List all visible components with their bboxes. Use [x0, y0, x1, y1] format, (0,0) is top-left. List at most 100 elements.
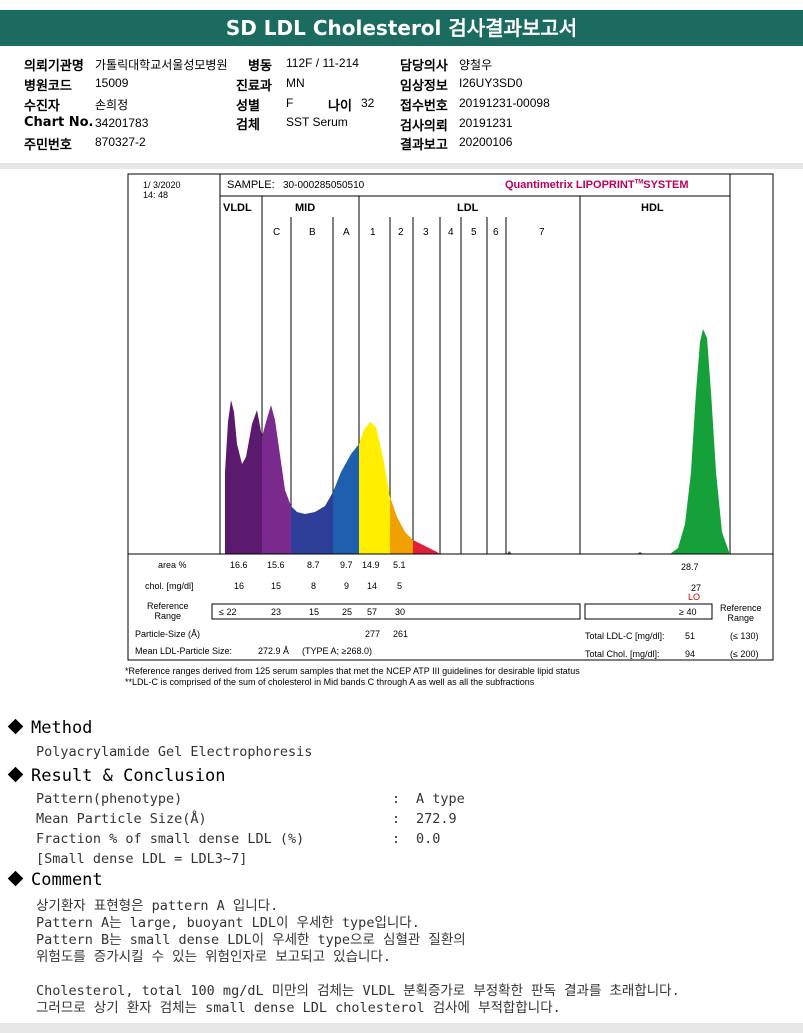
band-ldl: LDL: [457, 202, 479, 214]
peak-hdl: [670, 329, 729, 554]
result-row-value: 0.0: [416, 831, 441, 847]
particle-ldl-2: 261: [393, 629, 409, 639]
hdl-ref-range-box: [584, 603, 713, 620]
chol-vldl: 16: [234, 581, 245, 591]
peak-ldl-1: [359, 422, 390, 554]
report-title: SD LDL Cholesterol 검사결과보고서: [0, 10, 803, 46]
comment-line: 위험도를 증가시킬 수 있는 위험인자로 보고되고 있습니다.: [36, 949, 391, 965]
report-date: 1/ 3/2020: [143, 180, 181, 190]
band-vldl: VLDL: [223, 202, 252, 214]
hospital-code-value: 15009: [95, 76, 129, 90]
particle-label: Particle-Size (Å): [135, 629, 201, 639]
result-row-colon: :: [392, 791, 401, 807]
diamond-bullet-icon: [7, 718, 24, 735]
peak-vldl: [225, 400, 262, 554]
ref-mid-b: 15: [309, 607, 320, 617]
resident-no-label: 주민번호: [24, 138, 72, 153]
ref-label: Reference Range: [147, 601, 189, 621]
sub-band-1: 1: [370, 227, 376, 238]
ref-vldl: ≤ 22: [219, 607, 237, 617]
hospital-code-label: 병원코드: [24, 79, 72, 94]
sub-band-a: A: [343, 227, 350, 238]
patient-name-value: 손희정: [95, 98, 129, 112]
ref-range-box: [211, 603, 581, 620]
request-date-label: 검사의뢰: [400, 119, 448, 134]
total-ldl-range: (≤ 130): [730, 631, 759, 641]
sub-band-3: 3: [423, 227, 429, 238]
department-label: 진료과: [236, 79, 272, 94]
sub-band-5: 5: [471, 227, 477, 238]
age-label: 나이: [328, 99, 352, 114]
comment-line: 상기환자 표현형은 pattern A 입니다.: [36, 898, 279, 914]
report-frame: [127, 173, 774, 661]
sub-band-b: B: [309, 227, 316, 238]
area-ldl-1: 14.9: [362, 560, 380, 570]
area-mid-c: 15.6: [267, 560, 285, 570]
comment-line: Cholesterol, total 100 mg/dL 미만의 검체는 VLD…: [36, 983, 680, 999]
ref-hdl: ≥ 40: [679, 607, 697, 617]
chol-ldl-2: 5: [397, 581, 403, 591]
sub-band-7: 7: [539, 227, 545, 238]
chart-no-label: Chart No.: [24, 115, 94, 130]
total-chol-value: 94: [685, 649, 696, 659]
area-mid-a: 9.7: [340, 560, 353, 570]
lipoprint-report: 1/ 3/2020 14: 48 SAMPLE: 30-000285050510…: [125, 172, 776, 690]
request-date-value: 20191231: [459, 116, 513, 130]
mean-type: (TYPE A; ≥268.0): [302, 646, 372, 656]
sub-band-4: 4: [448, 227, 454, 238]
chol-mid-c: 15: [271, 581, 282, 591]
peak-mid-c: [262, 405, 291, 554]
particle-ldl-1: 277: [365, 629, 381, 639]
result-note: [Small dense LDL = LDL3~7]: [36, 851, 248, 867]
result-row-label: Mean Particle Size(Å): [36, 811, 207, 827]
result-row-value: 272.9: [416, 811, 457, 827]
chol-mid-b: 8: [311, 581, 317, 591]
total-chol-label: Total Chol. [mg/dl]:: [585, 649, 660, 659]
result-row-value: A type: [416, 791, 465, 807]
total-chol-range: (≤ 200): [730, 649, 759, 659]
ref-mid-a: 25: [342, 607, 353, 617]
sex-value: F: [286, 96, 294, 110]
resident-no-value: 870327-2: [95, 135, 146, 149]
section-divider: [0, 163, 803, 169]
area-hdl: 28.7: [681, 562, 699, 572]
sub-band-2: 2: [398, 227, 404, 238]
ward-value: 112F / 11-214: [286, 56, 359, 70]
method-text: Polyacrylamide Gel Electrophoresis: [36, 744, 313, 760]
lipoprint-chart: [127, 173, 774, 661]
comment-heading: Comment: [7, 870, 103, 890]
specimen-value: SST Serum: [286, 115, 348, 129]
patient-info-section: 의뢰기관명 가톨릭대학교서울성모병원 병원코드 15009 수진자 손희정 Ch…: [0, 50, 803, 163]
ref-mid-c: 23: [271, 607, 282, 617]
ref-ldl-1: 57: [367, 607, 378, 617]
area-ldl-2: 5.1: [393, 560, 406, 570]
sub-band-6: 6: [493, 227, 499, 238]
chol-hdl: 27: [691, 583, 702, 593]
brand-name: Quantimetrix LIPOPRINTTMSYSTEM: [505, 179, 689, 191]
sub-band-c: C: [273, 227, 281, 238]
sample-id: 30-000285050510: [283, 180, 365, 191]
comment-line: 그러므로 상기 환자 검체는 small dense LDL cholester…: [36, 1000, 561, 1016]
chart-no-value: 34201783: [95, 116, 149, 130]
method-heading: Method: [7, 718, 92, 738]
band-hdl: HDL: [641, 202, 664, 214]
receipt-no-value: 20191231-00098: [459, 96, 550, 110]
result-row-colon: :: [392, 831, 401, 847]
result-row-colon: :: [392, 811, 401, 827]
total-ldl-label: Total LDL-C [mg/dl]:: [585, 631, 665, 641]
bottom-bar: [0, 1023, 803, 1033]
sex-label: 성별: [236, 99, 260, 114]
mean-label: Mean LDL-Particle Size:: [135, 646, 233, 656]
diamond-bullet-icon: [7, 870, 24, 887]
peak-mid-a: [333, 444, 359, 554]
ref-label-right: Reference Range: [720, 603, 762, 623]
baseline-bump-ldl7: [507, 551, 512, 554]
institution-label: 의뢰기관명: [24, 59, 84, 74]
institution-value: 가톨릭대학교서울성모병원: [95, 58, 228, 72]
chol-ldl-1: 14: [367, 581, 378, 591]
receipt-no-label: 접수번호: [400, 99, 448, 114]
comment-line: Pattern B는 small dense LDL이 우세한 type으로 심…: [36, 932, 466, 948]
comment-line: Pattern A는 large, buoyant LDL이 우세한 type입…: [36, 915, 420, 931]
report-date-label: 결과보고: [400, 138, 448, 153]
result-row-label: Pattern(phenotype): [36, 791, 183, 807]
